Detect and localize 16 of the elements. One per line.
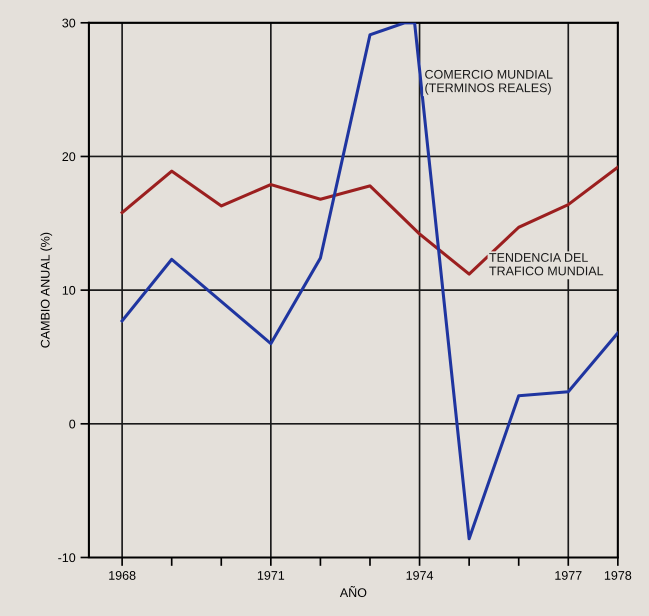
x-tick-label: 1974 — [406, 571, 434, 580]
y-tick-label: -10 — [58, 553, 76, 562]
y-tick-label: 30 — [62, 18, 76, 28]
line-series — [120, 22, 618, 540]
x-tick-label: 1977 — [555, 571, 582, 580]
annotation: COMERCIO MUNDIAL (TERMINOS REALES) — [425, 70, 553, 95]
y-tick-label: 0 — [69, 420, 76, 428]
x-tick-label: 1971 — [258, 571, 284, 580]
x-axis-title: AÑO — [340, 586, 366, 598]
y-tick-label: 20 — [62, 152, 76, 162]
annotation: TENDENCIA DEL TRAFICO MUNDIAL — [489, 253, 604, 276]
y-tick-label: 10 — [62, 286, 76, 295]
y-axis-title: CAMBIO ANUAL (%) — [40, 232, 52, 348]
x-tick-label: 1968 — [109, 571, 136, 580]
x-tick-label: 1978 — [604, 571, 632, 580]
line-series — [120, 166, 618, 276]
